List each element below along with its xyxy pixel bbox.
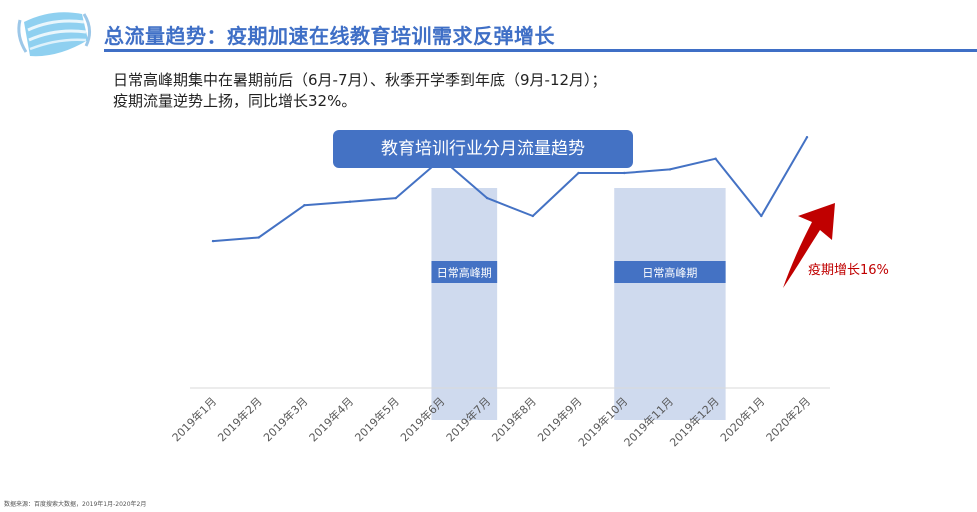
data-point-11	[668, 168, 672, 171]
x-tick-label-14: 2020年2月	[763, 394, 813, 444]
summary-line-2: 疫期流量逆势上扬，同比增长32%。	[113, 92, 357, 110]
face-mask-icon	[17, 12, 91, 57]
x-tick-label-1: 2019年1月	[169, 394, 219, 444]
x-tick-label-5: 2019年5月	[352, 394, 402, 444]
data-point-2	[257, 236, 260, 239]
data-point-7	[485, 196, 489, 200]
data-point-14	[805, 135, 809, 139]
growth-arrow	[783, 203, 835, 288]
data-source-note: 数据来源：百度搜索大数据，2019年1月-2020年2月	[4, 501, 147, 508]
series-line	[211, 135, 809, 243]
peak-band-label-1: 日常高峰期	[437, 266, 492, 280]
data-point-4	[348, 200, 352, 203]
x-tick-label-4: 2019年4月	[306, 394, 356, 444]
data-point-5	[394, 196, 397, 200]
peak-bands: 日常高峰期 日常高峰期	[431, 188, 726, 420]
peak-band-label-2: 日常高峰期	[642, 266, 697, 280]
x-tick-label-2: 2019年2月	[215, 394, 265, 444]
peak-band-1	[431, 188, 498, 420]
growth-annotation: 疫期增长16%	[783, 203, 889, 288]
summary-text: 日常高峰期集中在暑期前后（6月-7月）、秋季开学季到年底（9月-12月）； 疫期…	[113, 70, 607, 112]
data-point-13	[760, 214, 763, 218]
data-point-1	[211, 239, 215, 243]
title-divider	[104, 49, 977, 52]
data-point-10	[623, 171, 626, 175]
data-point-3	[303, 204, 306, 207]
series-line-path	[212, 136, 808, 243]
data-point-8	[531, 214, 535, 218]
x-tick-label-9: 2019年9月	[534, 394, 584, 444]
data-point-9	[577, 171, 580, 175]
chart-title: 教育培训行业分月流量趋势	[333, 130, 633, 168]
growth-annotation-label: 疫期增长16%	[808, 262, 889, 278]
x-tick-label-3: 2019年3月	[260, 394, 310, 444]
page-title: 总流量趋势：疫期加速在线教育培训需求反弹增长	[104, 24, 555, 48]
summary-line-1: 日常高峰期集中在暑期前后（6月-7月）、秋季开学季到年底（9月-12月）；	[113, 71, 607, 89]
peak-band-label-bg-2	[614, 261, 726, 283]
data-point-12	[714, 157, 717, 160]
peak-band-2	[614, 188, 726, 420]
peak-band-label-bg-1	[431, 261, 498, 283]
